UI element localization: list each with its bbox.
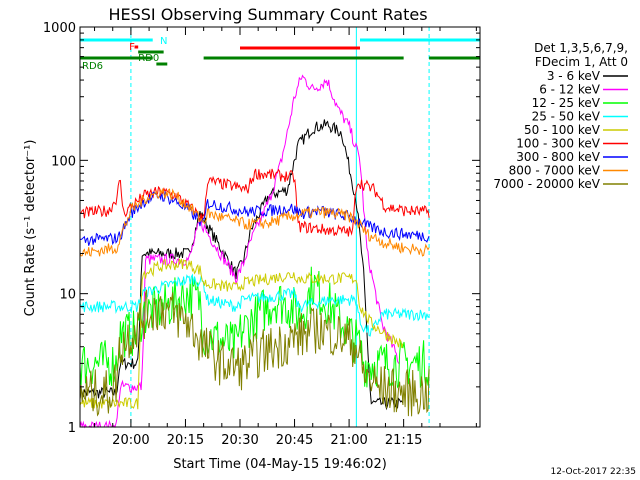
x-tick-label: 21:15	[385, 433, 422, 448]
x-axis-label: Start Time (04-May-15 19:46:02)	[173, 457, 387, 472]
legend-label: 6 - 12 keV	[539, 83, 601, 97]
legend-label: 3 - 6 keV	[547, 69, 601, 83]
legend-label: 100 - 300 keV	[516, 137, 600, 151]
legend-label: 300 - 800 keV	[516, 150, 600, 164]
series-line	[79, 119, 404, 411]
y-tick-label: 100	[51, 154, 76, 169]
y-tick-label: 1	[68, 421, 76, 436]
legend-label: 800 - 7000 keV	[509, 164, 601, 178]
series-line	[79, 74, 400, 429]
chart-title: HESSI Observing Summary Count Rates	[108, 5, 427, 24]
flag-label: F	[129, 42, 135, 53]
y-tick-label: 1000	[43, 21, 76, 36]
series-layer	[79, 74, 430, 429]
x-tick-label: 21:00	[330, 433, 367, 448]
legend-header-line-1: Det 1,3,5,6,7,9,	[534, 41, 628, 55]
series-line	[79, 188, 430, 257]
x-tick-label: 20:45	[276, 433, 313, 448]
legend-label: 12 - 25 keV	[532, 96, 601, 110]
x-tick-label: 20:00	[112, 433, 149, 448]
legend: Det 1,3,5,6,7,9, FDecim 1, Att 0 3 - 6 k…	[493, 41, 628, 191]
legend-label: 50 - 100 keV	[524, 123, 601, 137]
series-line	[79, 258, 404, 410]
footer-timestamp: 12-Oct-2017 22:35	[551, 467, 636, 477]
series-line	[79, 168, 430, 237]
y-axis-label: Count Rate (s⁻¹ detector⁻¹)	[23, 140, 38, 317]
axes-layer: 1 10 100 1000 20:00 20:15 20:30 20:45 21:00 21:15	[43, 21, 480, 448]
legend-label: 7000 - 20000 keV	[493, 177, 600, 191]
flag-label: RD6	[82, 61, 103, 72]
x-tick-label: 20:15	[167, 433, 204, 448]
series-line	[79, 266, 430, 389]
series-line	[79, 289, 430, 417]
legend-header-line-2: FDecim 1, Att 0	[535, 55, 628, 69]
legend-label: 25 - 50 keV	[532, 110, 601, 124]
series-line	[79, 273, 430, 337]
plot-frame	[79, 26, 481, 428]
series-line	[79, 190, 430, 246]
flag-label: N	[160, 36, 167, 47]
y-tick-label: 10	[59, 288, 76, 303]
x-tick-label: 20:30	[221, 433, 258, 448]
flag-layer: NFRD0RD6	[80, 36, 480, 72]
